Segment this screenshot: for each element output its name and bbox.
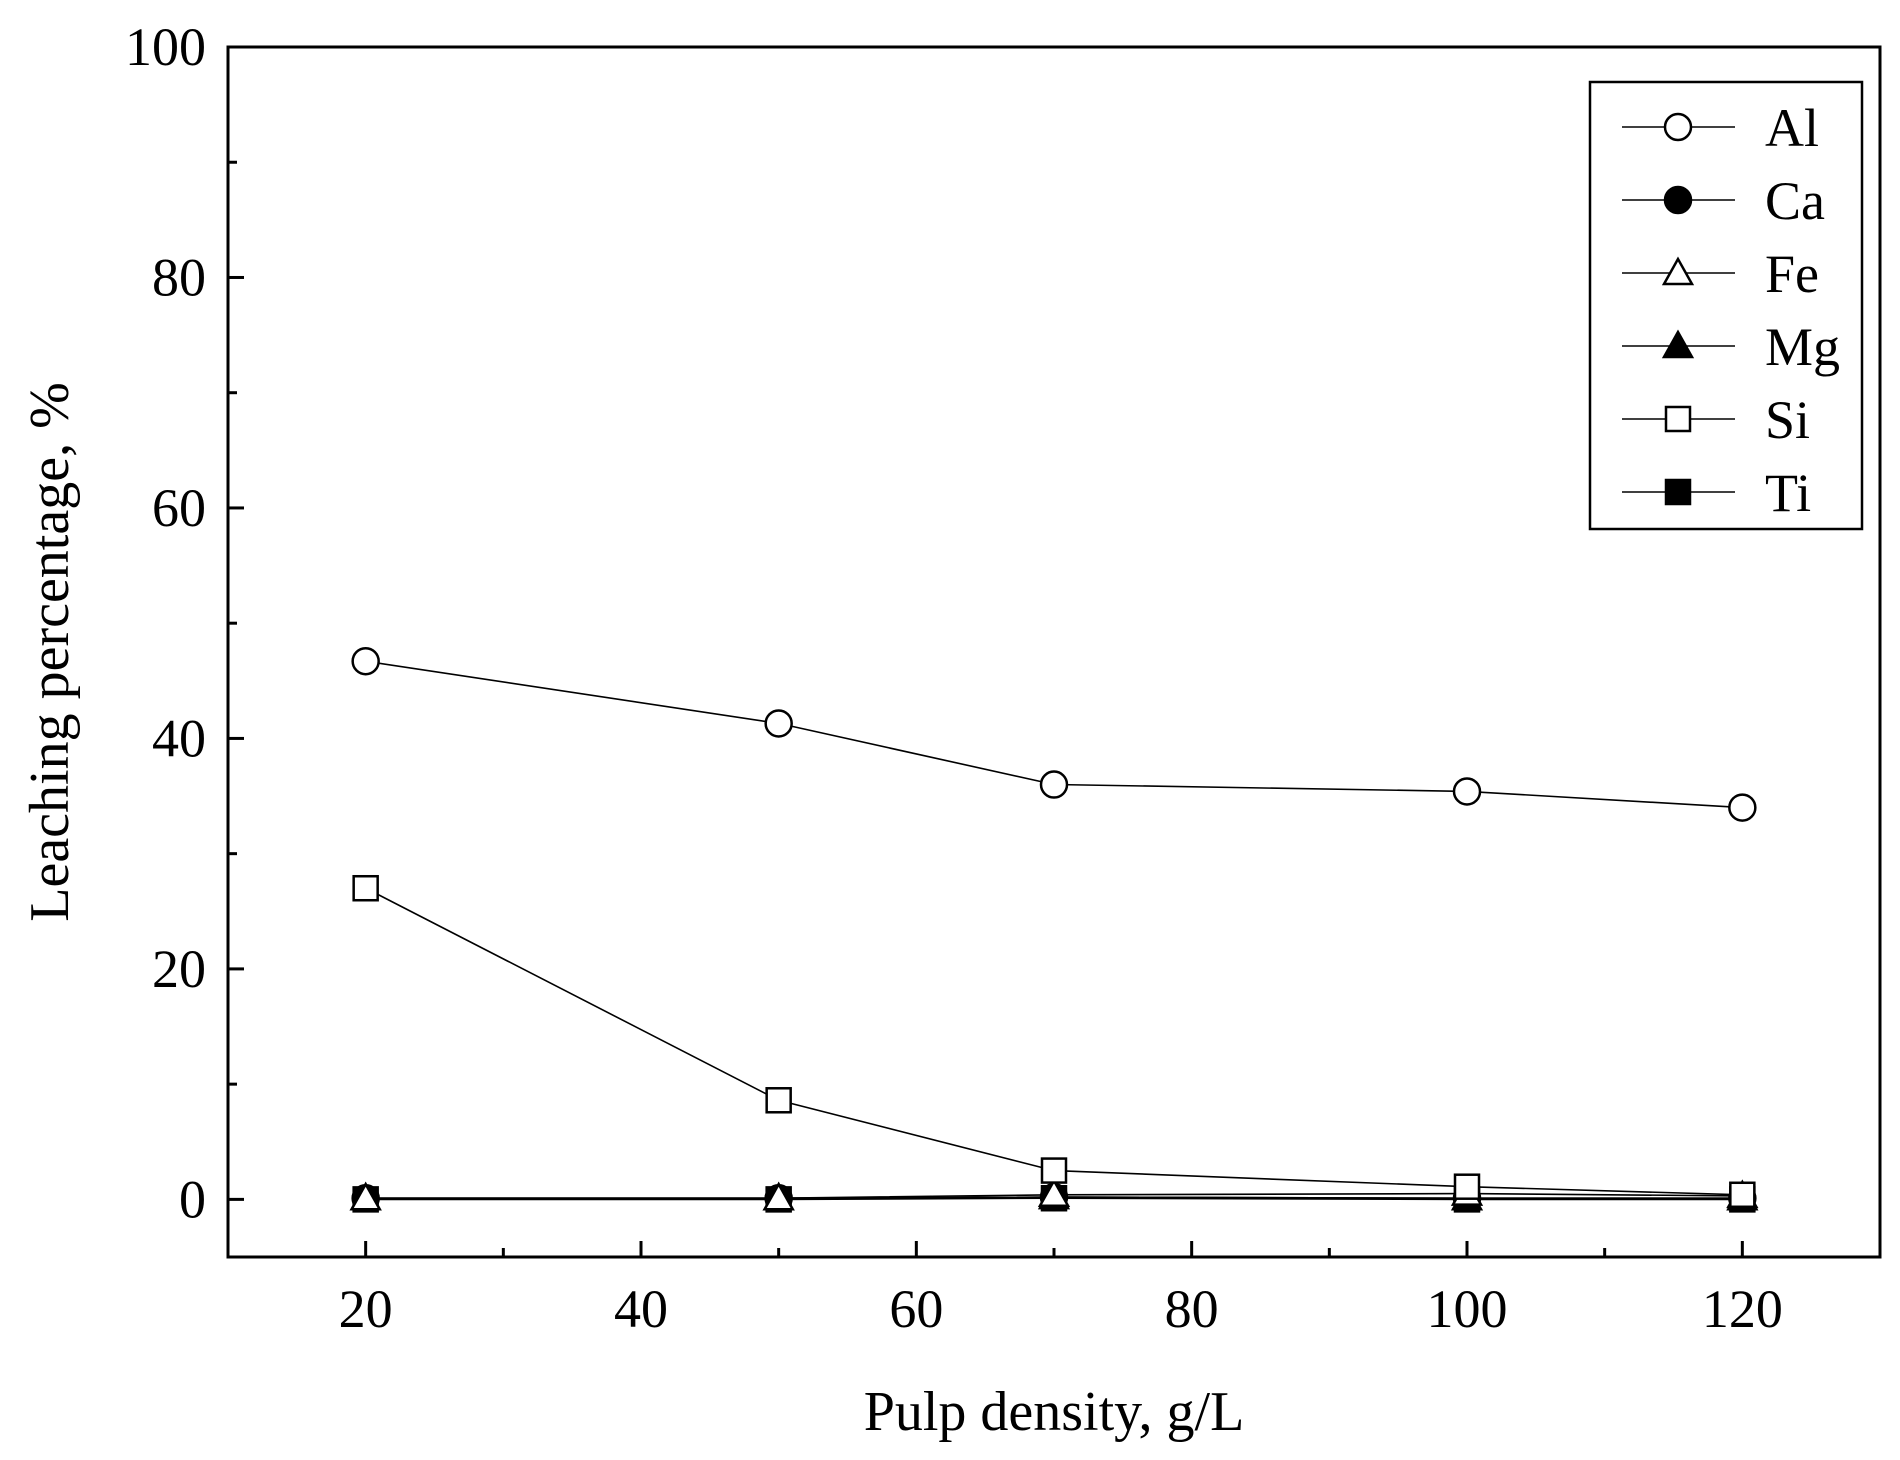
x-tick-label: 120 bbox=[1702, 1279, 1783, 1339]
legend-label: Mg bbox=[1765, 317, 1840, 377]
legend-label: Ca bbox=[1765, 171, 1825, 231]
series-fe bbox=[349, 1177, 1759, 1211]
data-point-al bbox=[764, 709, 793, 738]
legend-item-al: Al bbox=[1622, 98, 1819, 158]
series-line-si bbox=[365, 887, 1743, 1196]
y-tick-label: 20 bbox=[152, 939, 206, 999]
legend-marker bbox=[1664, 478, 1692, 506]
data-point-al bbox=[351, 646, 380, 676]
legend-label: Ti bbox=[1765, 463, 1811, 523]
x-axis: 20 40 60 80 100 120 bbox=[339, 1241, 1783, 1339]
legend-marker bbox=[1661, 329, 1695, 359]
legend-label: Si bbox=[1765, 390, 1810, 450]
legend-marker bbox=[1664, 405, 1692, 433]
legend-label: Al bbox=[1765, 98, 1819, 158]
x-tick-label: 40 bbox=[614, 1279, 668, 1339]
legend-item-fe: Fe bbox=[1622, 244, 1819, 304]
data-point-al bbox=[1039, 770, 1069, 799]
legend-marker bbox=[1663, 112, 1693, 142]
series-layer bbox=[349, 646, 1759, 1213]
legend-box bbox=[1588, 80, 1864, 531]
series-si bbox=[352, 874, 1756, 1209]
y-tick-label: 60 bbox=[152, 478, 206, 538]
data-point-si bbox=[1453, 1173, 1481, 1200]
series-al bbox=[351, 646, 1757, 822]
y-tick-label: 40 bbox=[152, 708, 206, 768]
data-point-al bbox=[1728, 793, 1757, 822]
data-point-si bbox=[1040, 1157, 1068, 1184]
legend-marker bbox=[1663, 185, 1693, 215]
x-tick-label: 20 bbox=[339, 1279, 393, 1339]
x-axis-title: Pulp density, g/L bbox=[864, 1381, 1245, 1443]
legend-item-ca: Ca bbox=[1622, 171, 1825, 231]
x-tick-label: 80 bbox=[1165, 1279, 1219, 1339]
data-point-si bbox=[1729, 1181, 1756, 1209]
legend-item-ti: Ti bbox=[1622, 463, 1811, 523]
y-axis-title: Leaching percentage, % bbox=[19, 382, 81, 921]
y-tick-label: 80 bbox=[152, 247, 206, 307]
data-point-fe bbox=[349, 1181, 382, 1211]
data-point-fe bbox=[762, 1181, 795, 1211]
legend-marker bbox=[1661, 256, 1695, 286]
x-tick-label: 100 bbox=[1427, 1279, 1508, 1339]
data-point-si bbox=[352, 874, 379, 902]
data-point-si bbox=[765, 1087, 792, 1114]
legend-label: Fe bbox=[1765, 244, 1819, 304]
y-tick-label: 100 bbox=[125, 17, 206, 77]
data-point-fe bbox=[1037, 1178, 1071, 1208]
data-point-al bbox=[1452, 777, 1482, 806]
legend-item-si: Si bbox=[1622, 390, 1810, 450]
y-axis: 0 20 40 60 80 100 bbox=[125, 17, 244, 1229]
legend: Al Ca Fe Mg Si Ti bbox=[1588, 80, 1864, 531]
legend-item-mg: Mg bbox=[1622, 317, 1840, 377]
y-tick-label: 0 bbox=[179, 1169, 206, 1229]
x-tick-label: 60 bbox=[889, 1279, 943, 1339]
